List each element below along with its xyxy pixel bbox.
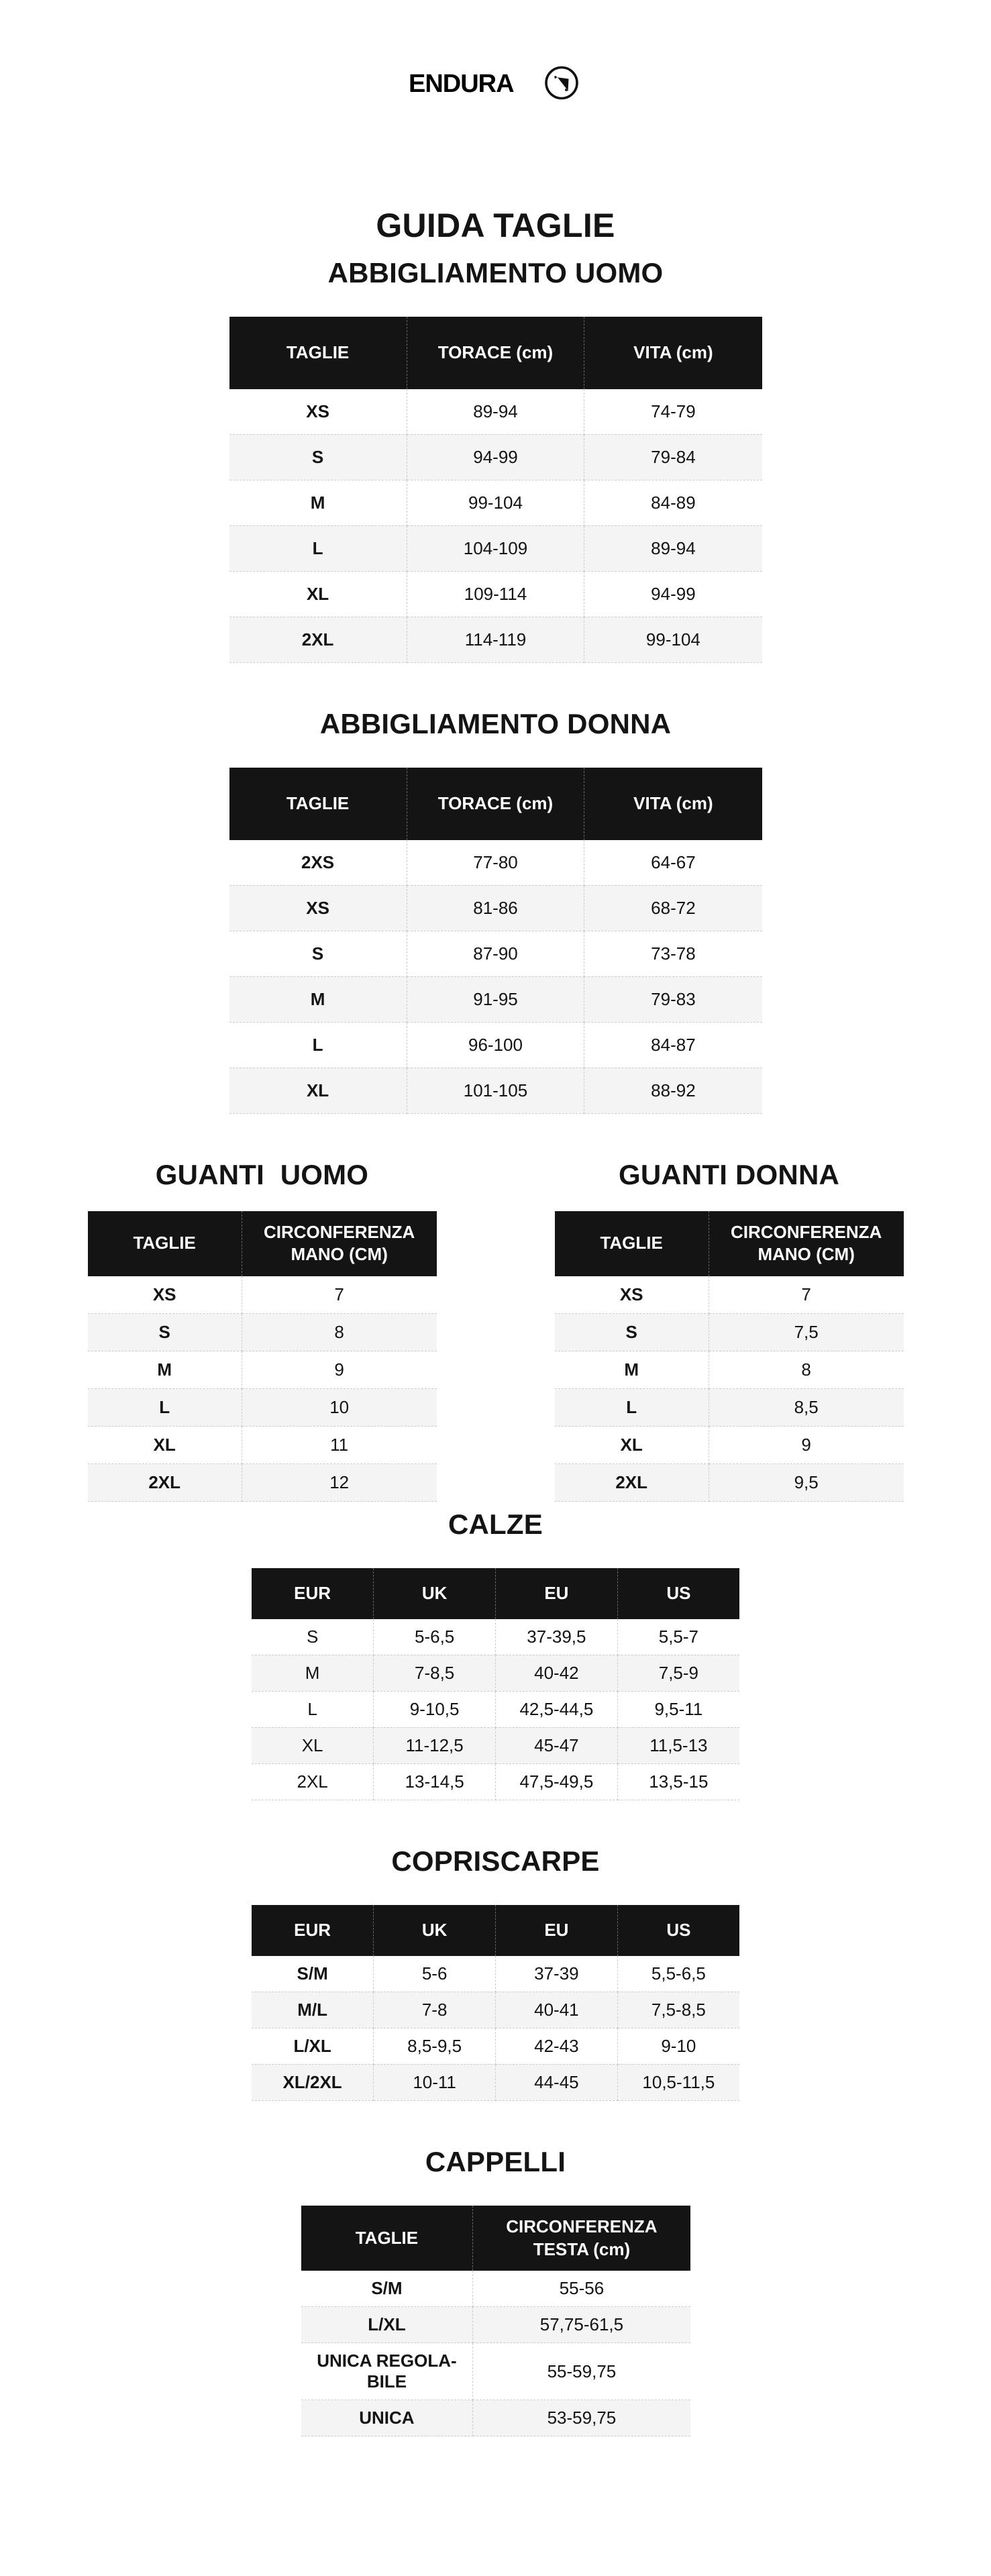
svg-text:ENDURA: ENDURA <box>409 70 514 98</box>
